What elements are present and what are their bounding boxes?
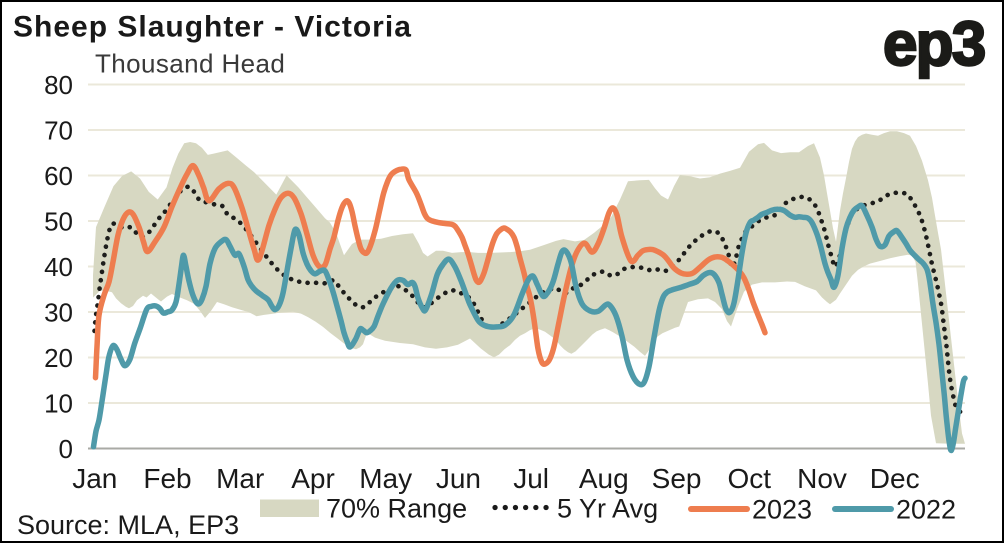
svg-text:40: 40 [44, 252, 73, 282]
svg-text:Jun: Jun [436, 463, 481, 494]
svg-text:70: 70 [44, 116, 73, 146]
svg-text:Oct: Oct [728, 463, 772, 494]
svg-text:Jan: Jan [72, 463, 117, 494]
svg-text:Jul: Jul [513, 463, 549, 494]
svg-text:Source: MLA, EP3: Source: MLA, EP3 [17, 510, 239, 540]
svg-text:5 Yr Avg: 5 Yr Avg [557, 494, 658, 524]
svg-text:0: 0 [59, 434, 73, 464]
svg-text:50: 50 [44, 207, 73, 237]
svg-text:20: 20 [44, 343, 73, 373]
svg-text:Aug: Aug [579, 463, 629, 494]
svg-text:Thousand Head: Thousand Head [95, 49, 285, 79]
svg-text:Feb: Feb [143, 463, 191, 494]
svg-text:Dec: Dec [870, 463, 920, 494]
svg-text:60: 60 [44, 161, 73, 191]
svg-text:ep3: ep3 [883, 10, 985, 79]
svg-text:2023: 2023 [752, 495, 812, 525]
svg-text:Sheep Slaughter - Victoria: Sheep Slaughter - Victoria [13, 11, 412, 44]
svg-text:70% Range: 70% Range [326, 494, 467, 524]
svg-text:Mar: Mar [216, 463, 264, 494]
svg-text:May: May [359, 463, 412, 494]
svg-text:80: 80 [44, 70, 73, 100]
svg-text:2022: 2022 [896, 495, 956, 525]
svg-text:10: 10 [44, 389, 73, 419]
svg-text:Apr: Apr [291, 463, 335, 494]
svg-text:30: 30 [44, 298, 73, 328]
svg-text:Nov: Nov [797, 463, 847, 494]
svg-text:Sep: Sep [652, 463, 702, 494]
